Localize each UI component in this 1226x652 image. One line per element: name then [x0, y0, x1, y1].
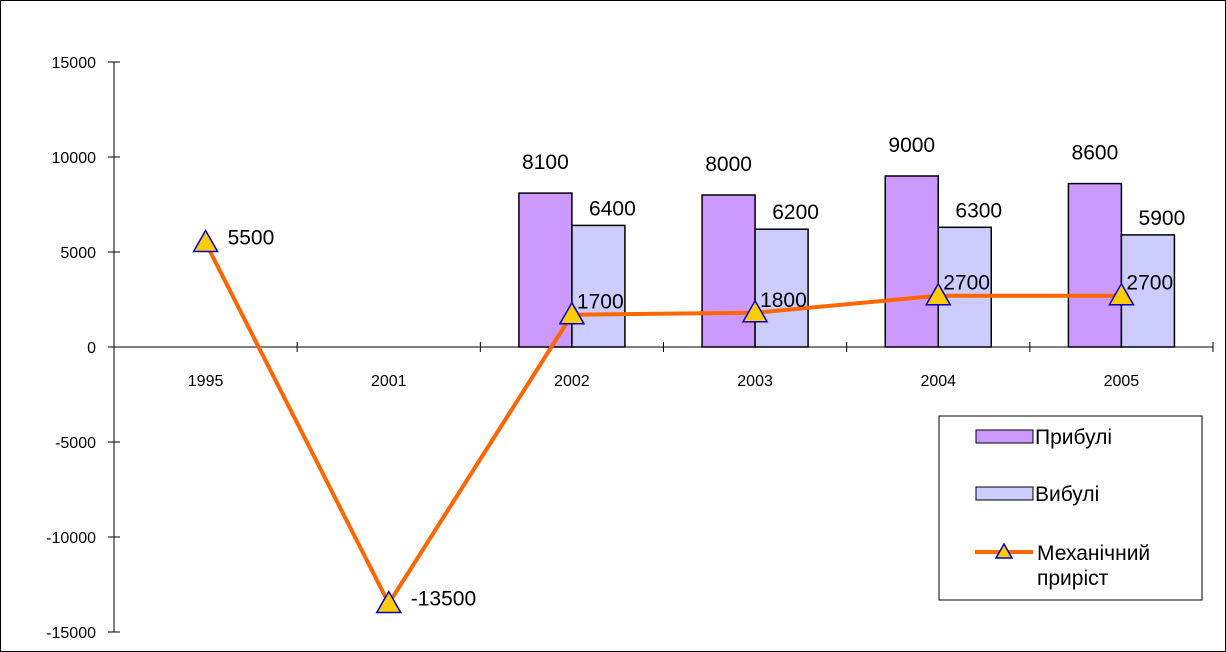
- migration-marker: [741, 299, 769, 323]
- y-tick-label: -5000: [55, 435, 96, 452]
- bar-value-label: 5900: [1139, 207, 1186, 230]
- x-tick-label: 2003: [737, 373, 773, 390]
- line-value-label: 2700: [1126, 272, 1173, 295]
- legend-swatch-arrivals: [975, 429, 1034, 444]
- data-labels: 8100 8000 9000 8600 6400 6200 6300 5900 5500 -135…: [228, 134, 1186, 611]
- y-tick-label: 0: [87, 340, 96, 357]
- migration-marker: [924, 282, 952, 306]
- bar: [884, 175, 939, 348]
- y-tick-label: -15000: [46, 625, 96, 642]
- bar-value-label: 9000: [888, 134, 935, 157]
- migration-marker: [558, 301, 586, 325]
- legend-label-departures: Вибулі: [1035, 483, 1099, 506]
- legend-marker-migration: [994, 542, 1014, 559]
- migration-line: [203, 241, 1122, 606]
- line-value-label: -13500: [411, 588, 476, 611]
- legend-swatch-departures: [975, 486, 1034, 501]
- x-tick-label: 2001: [371, 373, 407, 390]
- legend-box: [938, 415, 1203, 601]
- y-tick-label: 5000: [60, 245, 96, 262]
- x-tick-label: 2002: [554, 373, 590, 390]
- bar-value-label: 6300: [955, 199, 1002, 222]
- bar-value-label: 8100: [522, 151, 569, 174]
- bar-value-label: 6400: [589, 197, 636, 220]
- y-tick-label: 15000: [52, 55, 97, 72]
- bar: [701, 194, 756, 348]
- line-value-label: 5500: [228, 227, 275, 250]
- legend-label-migration-line1: Механічний: [1037, 542, 1150, 565]
- migration-marker: [375, 589, 403, 614]
- x-tick-label: 2005: [1104, 373, 1140, 390]
- x-tick-label: 2004: [920, 373, 956, 390]
- migration-marker: [1108, 282, 1135, 306]
- bar: [1067, 182, 1123, 348]
- y-tick-label: 10000: [52, 150, 97, 167]
- x-tick-label: 1995: [188, 373, 224, 390]
- axes: 15000 10000 5000 0 -5000 -10000 -15000 1995 2001…: [46, 55, 1214, 642]
- bar-value-label: 8000: [705, 153, 752, 176]
- bar: [571, 224, 626, 348]
- bar: [1120, 234, 1176, 348]
- line-series: [192, 228, 1135, 614]
- y-tick-label: -10000: [46, 530, 96, 547]
- bar: [937, 226, 992, 348]
- line-value-label: 1800: [760, 289, 807, 312]
- line-value-label: 1700: [577, 291, 624, 314]
- migration-marker: [192, 228, 219, 253]
- bar-value-label: 8600: [1072, 142, 1119, 165]
- line-value-label: 2700: [943, 272, 990, 295]
- legend-label-migration-line2: приріст: [1037, 567, 1109, 590]
- bars: [518, 175, 1176, 348]
- bar: [754, 228, 809, 348]
- legend-label-arrivals: Прибулі: [1035, 426, 1112, 449]
- legend: Прибулі Вибулі Механічний приріст: [938, 415, 1203, 601]
- bar-value-label: 6200: [772, 201, 819, 224]
